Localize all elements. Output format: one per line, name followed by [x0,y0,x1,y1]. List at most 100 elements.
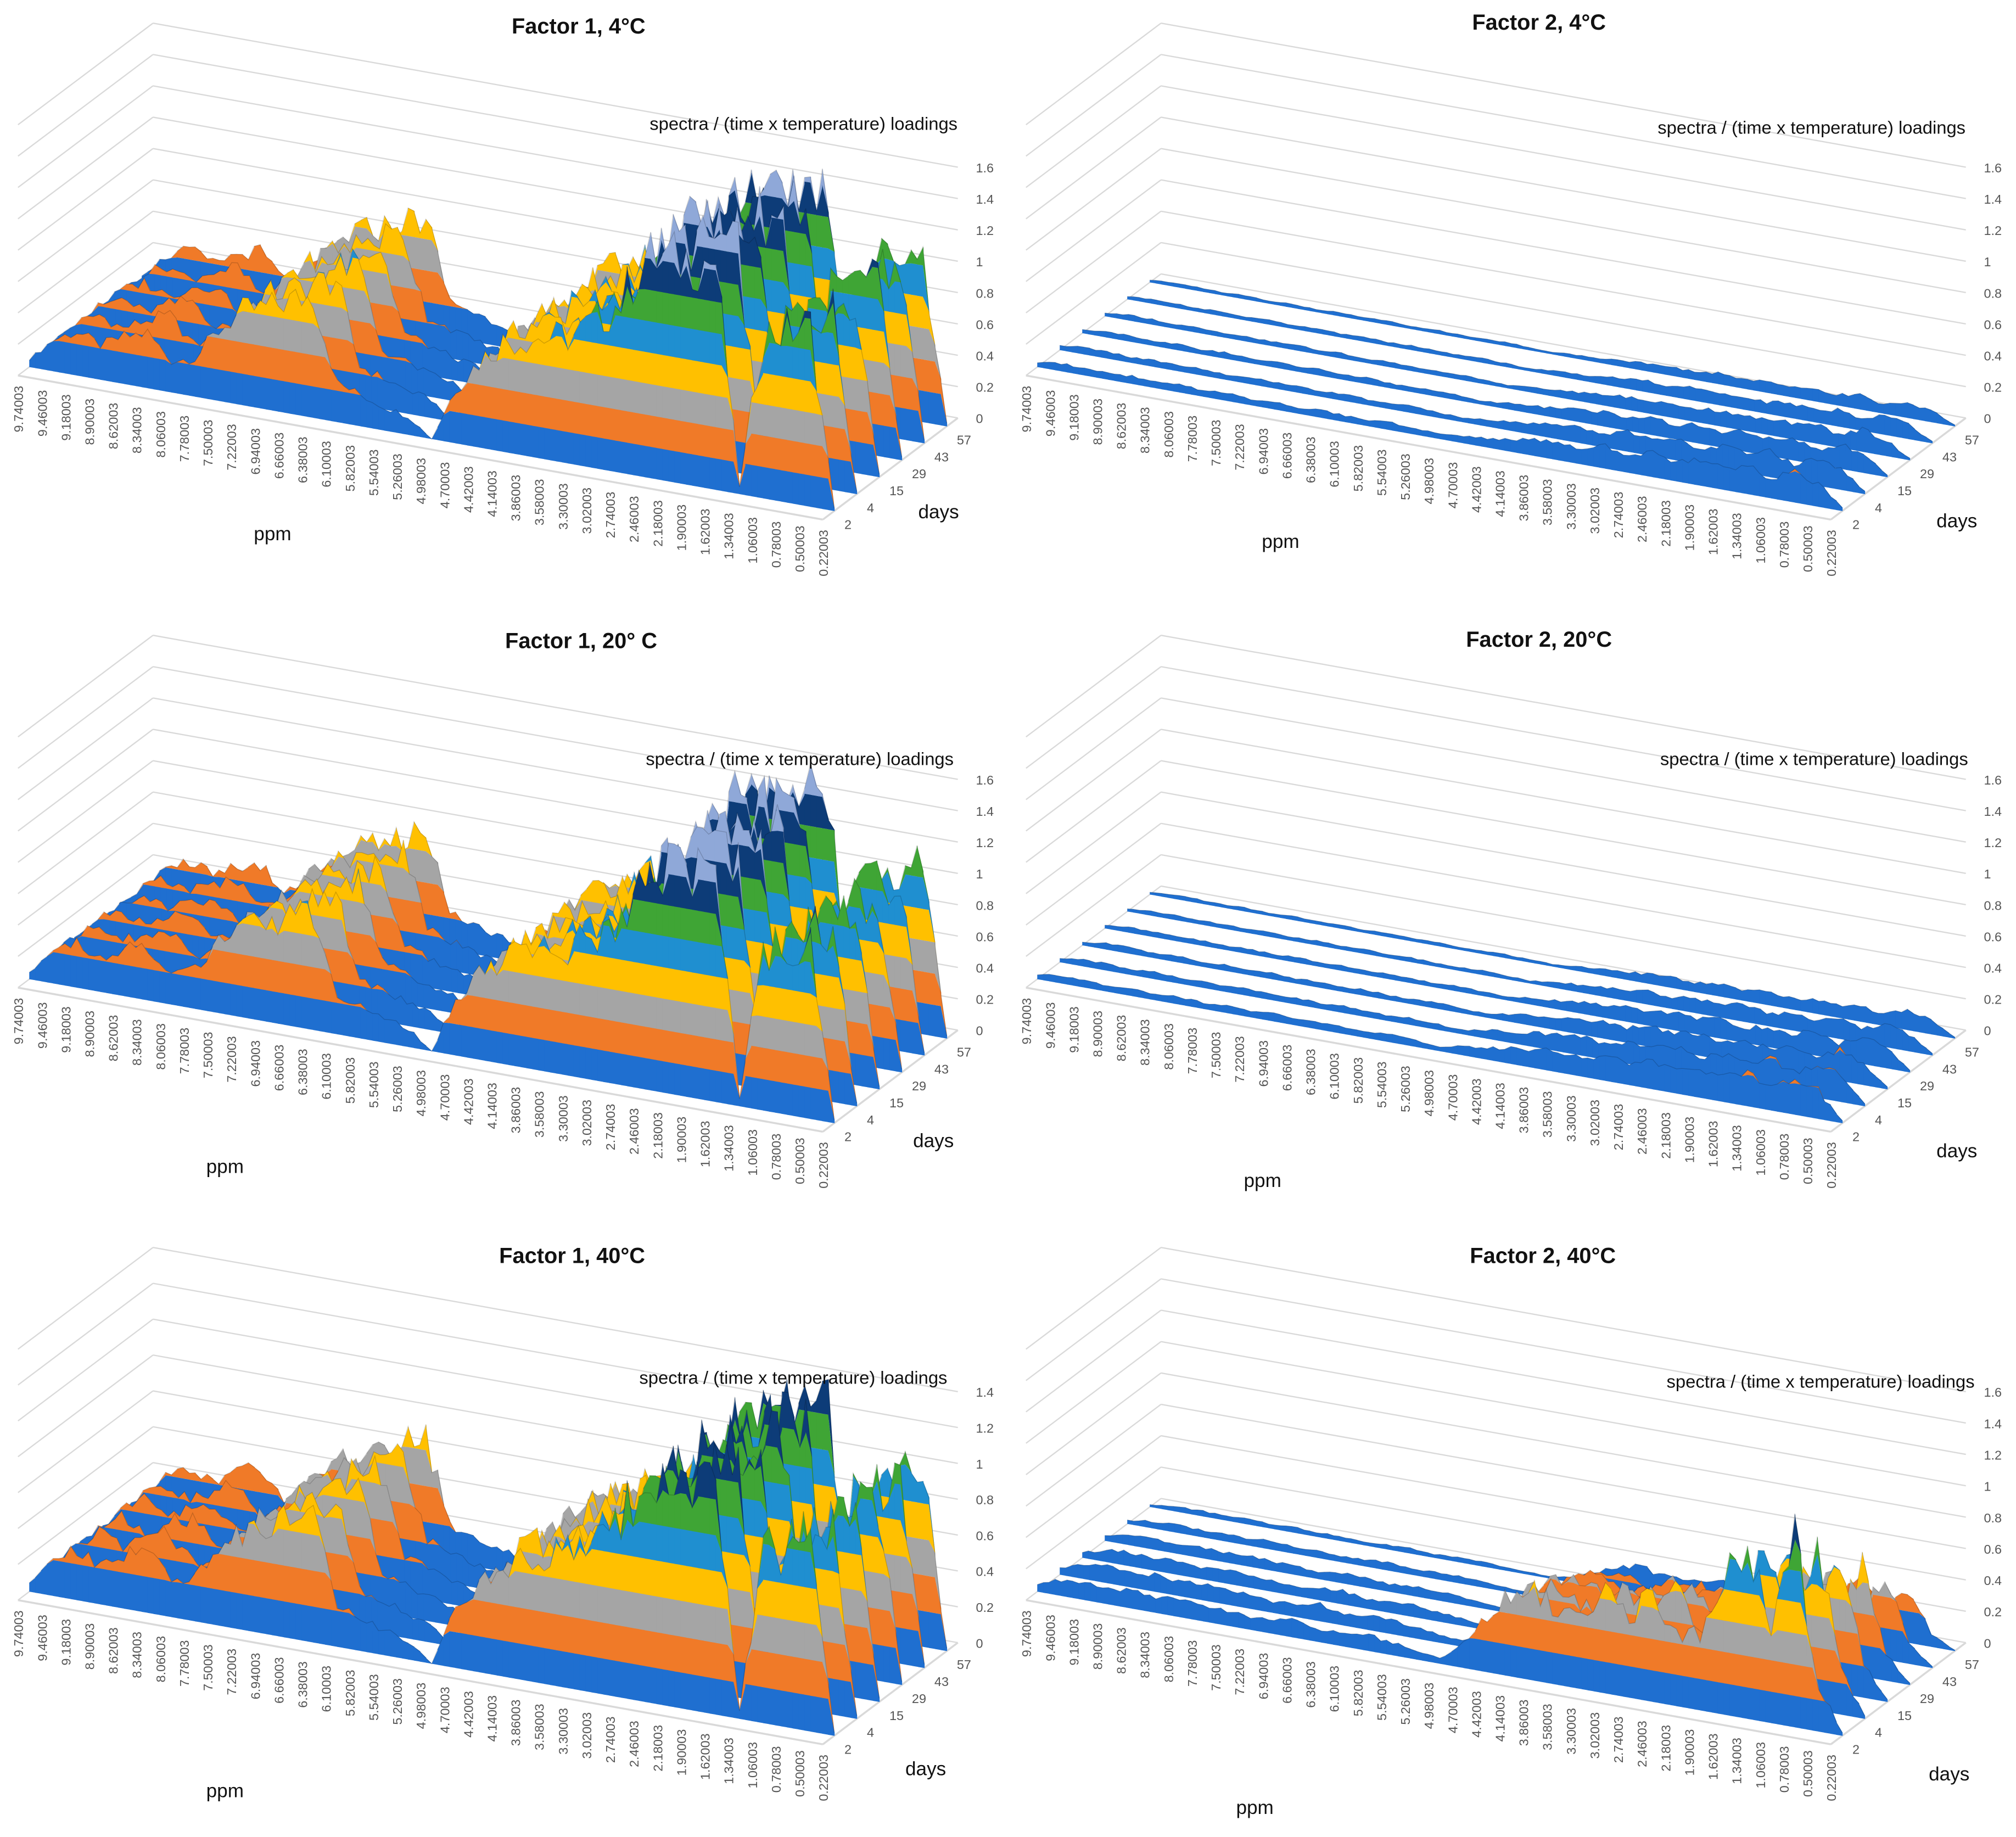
surface-band-1 [261,902,268,907]
surface-band-1 [196,883,203,895]
surface-band-0 [395,383,402,413]
surface-band-0 [402,416,409,435]
surface-band-0 [928,1004,936,1037]
surface-band-2 [833,396,839,429]
surface-band-0 [918,411,925,444]
x-tick-label: 8.34003 [130,1019,144,1066]
surface-band-3 [821,362,828,395]
surface-band-1 [219,870,226,878]
surface-layer-day-15 [1082,329,1888,478]
surface-band-0 [1155,381,1162,390]
surface-band-0 [686,453,693,486]
surface-band-0 [1520,404,1527,413]
surface-band-0 [1391,404,1398,411]
surface-band-0 [1366,377,1373,385]
surface-band-4 [760,299,768,332]
surface-band-1 [160,268,167,277]
surface-band-0 [1203,288,1209,293]
surface-band-3 [900,313,907,346]
surface-band-1 [568,400,574,433]
surface-band-2 [278,317,284,350]
surface-band-0 [1555,408,1563,419]
surface-band-1 [398,311,405,340]
surface-band-0 [1875,463,1882,477]
surface-band-0 [1510,343,1517,348]
surface-band-0 [1830,394,1837,406]
surface-band-4 [668,324,675,357]
surface-band-4 [787,346,793,379]
surface-band-2 [626,380,634,413]
x-tick-label: 2.18003 [1659,500,1673,547]
surface-band-3 [316,256,322,273]
surface-band-0 [1303,307,1311,311]
surface-band-0 [1392,321,1399,327]
surface-band-2 [709,395,716,428]
surface-band-0 [1167,282,1174,287]
surface-band-1 [136,333,143,356]
surface-band-0 [1872,400,1878,413]
z-tick-label: 0.6 [976,929,994,944]
surface-band-1 [307,354,314,387]
surface-band-4 [571,290,578,298]
surface-band-0 [467,309,474,342]
surface-band-1 [93,314,100,328]
surface-band-4 [295,289,303,306]
surface-band-5 [923,247,929,312]
surface-band-0 [461,921,468,953]
surface-band-0 [1636,379,1643,392]
surface-band-0 [1605,359,1612,365]
surface-band-6 [799,208,807,234]
x-tick-label: 6.66003 [272,1045,286,1091]
surface-band-4 [816,858,823,891]
surface-band-0 [895,428,903,461]
surface-band-0 [1356,396,1362,405]
surface-band-7 [792,785,799,807]
y-tick-label: 4 [867,1113,874,1127]
surface-band-0 [1535,369,1542,374]
surface-band-0 [1308,388,1315,396]
surface-band-1 [455,390,462,413]
surface-band-1 [632,412,640,445]
surface-band-0 [372,402,379,430]
surface-band-3 [408,208,415,237]
surface-band-3 [363,255,370,271]
surface-band-1 [923,359,929,392]
x-tick-label: 9.46003 [1043,390,1057,436]
surface-band-0 [1385,402,1392,410]
surface-band-4 [597,312,604,345]
surface-band-1 [289,886,296,891]
surface-band-0 [1671,386,1678,398]
surface-band-4 [833,333,839,366]
surface-band-0 [1653,363,1660,374]
surface-band-0 [1083,347,1090,356]
surface-band-0 [1101,350,1108,359]
surface-band-0 [1759,473,1766,497]
surface-band-3 [855,348,862,380]
surface-band-0 [1468,418,1475,424]
surface-band-3 [597,263,604,271]
surface-band-5 [792,332,799,348]
surface-ridge-line [1037,361,1843,508]
surface-band-0 [1208,390,1216,399]
surface-band-3 [674,357,681,390]
surface-band-4 [882,279,889,312]
surface-band-1 [940,992,948,1036]
surface-band-6 [715,270,723,303]
surface-band-0 [1230,354,1237,361]
surface-band-1 [319,356,326,389]
surface-band-1 [190,277,197,282]
surface-band-1 [215,289,222,307]
surface-band-3 [485,351,492,361]
surface-band-0 [1630,378,1637,391]
surface-band-0 [1633,435,1640,454]
surface-band-0 [1700,461,1707,487]
surface-band-0 [400,360,406,393]
surface-band-0 [1135,337,1142,344]
surface-band-1 [203,290,210,305]
surface-band-0 [35,352,42,369]
surface-band-4 [872,298,879,331]
surface-band-1 [626,411,634,444]
x-tick-label: 6.38003 [296,1049,310,1095]
surface-band-1 [220,877,227,899]
surface-band-0 [1183,344,1190,352]
